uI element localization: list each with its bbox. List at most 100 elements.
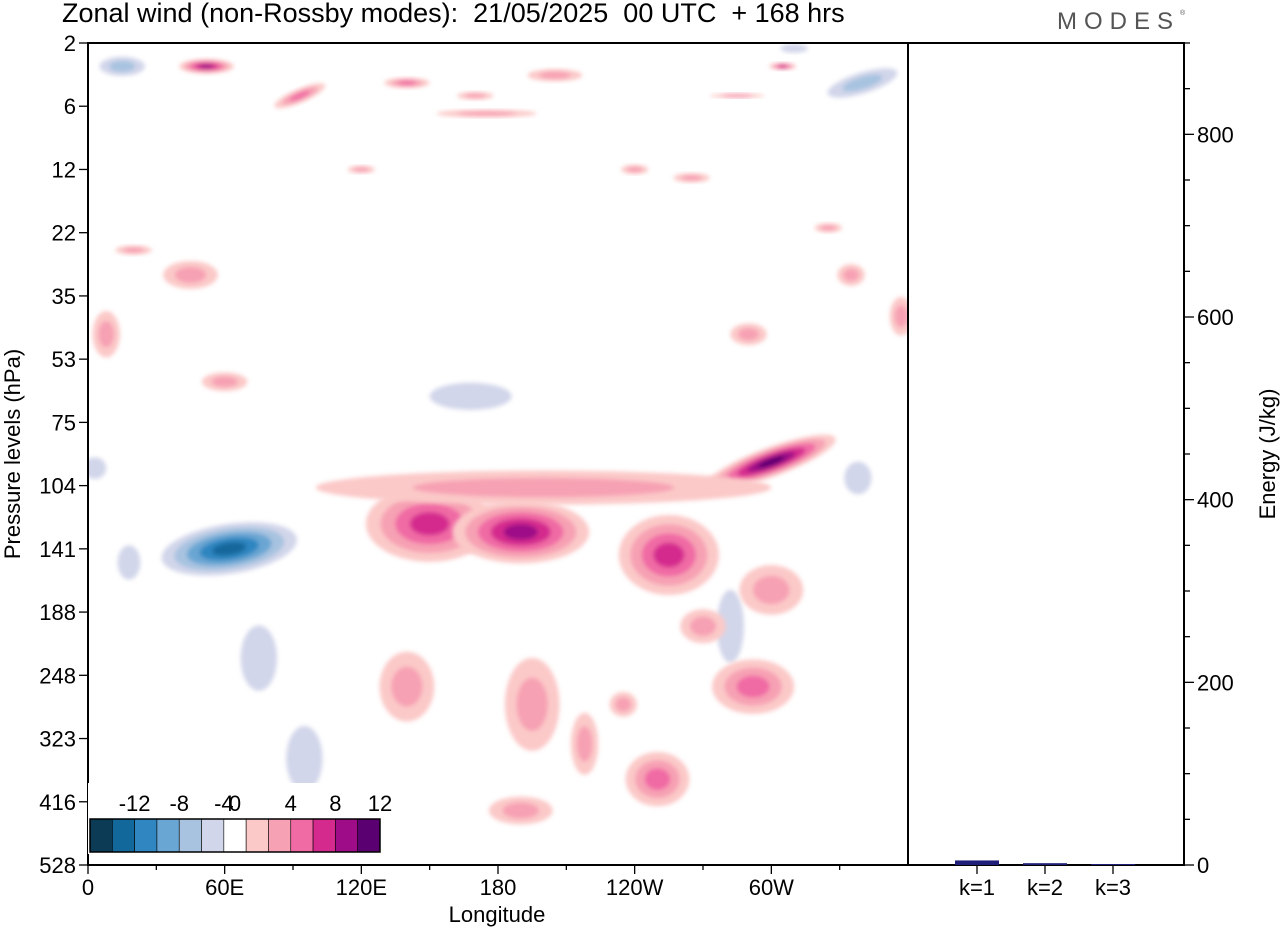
colorbar-label: -12 [119,791,151,816]
colorbar-swatch [89,818,113,853]
field-blob [179,59,234,74]
field-blob [379,651,435,722]
longitude-axis: 0 60E 120E 180 120W 60W [82,865,841,900]
field-contour [644,768,671,791]
field-blob [827,68,898,98]
longitude-tick-label: 60E [205,875,244,900]
field-blob [315,470,772,505]
field-contour [212,542,247,556]
pressure-axis: 2 6 12 22 35 53 75 104 141 188 248 323 416 528 [39,31,88,878]
field-contour [626,166,643,173]
energy-tick-label: 200 [1197,670,1234,695]
colorbar-swatch [268,818,292,853]
heatmap-fields [88,44,908,825]
field-contour [689,616,717,636]
energy-bar-k2 [1023,863,1067,865]
field-contour [780,44,808,53]
colorbar-swatch [312,818,336,853]
colorbar-swatch [223,818,247,853]
pressure-tick-label: 2 [64,31,76,56]
logo-text: MODES [1057,8,1181,35]
field-blob [769,62,797,70]
x-axis-label: Longitude [449,902,546,927]
field-blob [814,223,842,233]
field-contour [842,74,883,92]
field-contour [576,726,593,762]
colorbar: -12 -8 -40 4 8 12 [88,783,392,854]
field-blob [201,372,248,392]
field-contour [289,90,311,101]
field-contour [820,225,837,231]
field-blob [457,91,494,100]
field-contour [738,327,760,341]
field-contour [721,93,753,98]
colorbar-swatch [290,818,314,853]
field-contour [123,247,145,253]
field-blob [709,93,765,99]
pressure-tick-label: 416 [39,790,76,815]
colorbar-swatch [201,818,225,853]
pressure-tick-label: 528 [39,853,76,878]
field-contour [211,376,238,388]
field-contour [753,575,790,605]
field-contour [429,382,512,410]
colorbar-label: 12 [368,791,392,816]
field-blob [161,522,297,576]
longitude-tick-label: 120W [606,875,664,900]
colorbar-swatch [112,818,135,853]
colorbar-swatch [178,818,202,853]
field-blob [673,173,710,183]
field-blob [618,514,719,595]
wavenumber-tick-label: k=2 [1027,875,1063,900]
field-contour [757,456,786,468]
pressure-tick-label: 141 [39,537,76,562]
field-contour [117,545,141,580]
field-contour [539,71,571,79]
pressure-tick-label: 75 [52,410,76,435]
field-blob [739,565,804,615]
field-blob [889,296,908,336]
field-contour [778,64,787,69]
field-contour [615,697,632,712]
field-contour [681,175,703,181]
field-blob [436,109,537,118]
field-contour [516,677,548,732]
field-contour [412,477,675,498]
energy-bar-k3 [1091,864,1135,865]
colorbar-label: -4 [214,791,234,816]
pressure-tick-label: 12 [52,157,76,182]
colorbar-label: 0 [229,791,241,816]
wavenumber-axis: k=1 k=2 k=3 [959,865,1131,900]
field-contour [391,666,423,707]
colorbar-swatch [245,818,269,853]
field-contour [716,589,744,663]
wavenumber-tick-label: k=1 [959,875,995,900]
logo-registered-mark: ® [1180,10,1186,17]
field-blob [274,83,326,109]
energy-tick-label: 0 [1197,853,1209,878]
field-blob [384,77,430,89]
colorbar-label: 4 [285,791,297,816]
energy-bar-k1 [955,860,999,865]
colorbar-swatch [134,818,158,853]
colorbar-label: 8 [329,791,341,816]
field-contour [397,80,417,85]
energy-tick-label: 400 [1197,488,1234,513]
energy-axis: 0 200 400 600 800 [1184,42,1234,878]
field-blob [347,165,376,174]
longitude-tick-label: 180 [480,875,517,900]
field-blob [88,457,107,480]
pressure-tick-label: 248 [39,663,76,688]
pressure-tick-label: 188 [39,600,76,625]
field-blob [240,625,278,691]
field-contour [843,268,859,282]
field-contour [844,461,872,495]
pressure-tick-label: 53 [52,347,76,372]
field-contour [286,725,323,792]
energy-tick-label: 600 [1197,305,1234,330]
colorbar-label: -8 [169,791,189,816]
pressure-tick-label: 323 [39,727,76,752]
field-contour [174,266,207,283]
field-blob [730,323,767,346]
